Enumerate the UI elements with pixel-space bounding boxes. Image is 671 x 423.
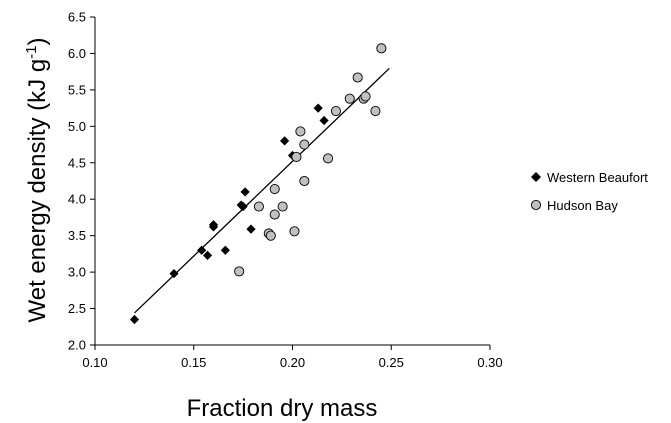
data-point-western-beaufort	[197, 245, 207, 255]
data-point-hudson-bay	[299, 175, 310, 187]
legend: Western Beaufort Hudson Bay	[530, 170, 648, 213]
y-tick-label: 6.5	[68, 10, 86, 25]
data-point-western-beaufort	[202, 250, 213, 260]
data-point-western-beaufort	[169, 268, 179, 279]
data-point-western-beaufort	[220, 245, 230, 255]
data-point-hudson-bay	[330, 105, 342, 117]
data-point-hudson-bay	[291, 151, 302, 162]
data-point-hudson-bay	[289, 226, 300, 237]
y-axis-title-exponent: -1	[23, 45, 40, 58]
x-tick-label: 0.15	[181, 355, 206, 370]
data-point-hudson-bay	[269, 183, 280, 195]
data-point-western-beaufort	[280, 136, 290, 146]
y-axis-ticks: 2.0 2.5 3.0 3.5 4.0 4.5 5.0 5.5 6.0 6.5	[68, 10, 95, 353]
legend-item-hudson-bay: Hudson Bay	[530, 198, 618, 213]
x-tick-label: 0.30	[477, 355, 502, 370]
data-point-hudson-bay	[376, 43, 387, 54]
data-point-hudson-bay	[370, 105, 381, 117]
y-axis-title-close: )	[24, 37, 51, 45]
axes	[94, 17, 490, 346]
x-tick-label: 0.25	[379, 355, 404, 370]
data-point-western-beaufort	[319, 115, 329, 126]
legend-circle-marker	[530, 199, 542, 211]
y-tick-label: 4.5	[68, 155, 86, 170]
data-point-hudson-bay	[344, 93, 355, 104]
y-tick-label: 6.0	[68, 46, 86, 61]
y-tick-label: 3.5	[68, 228, 86, 243]
y-tick-label: 2.0	[68, 338, 86, 353]
x-tick-label: 0.10	[82, 355, 107, 370]
y-tick-label: 5.5	[68, 82, 86, 97]
data-point-hudson-bay	[322, 153, 334, 164]
y-axis-title: Wet energy density (kJ g-1)	[23, 37, 51, 322]
legend-label: Western Beaufort	[547, 170, 648, 185]
y-tick-label: 2.5	[68, 301, 86, 316]
data-point-western-beaufort	[240, 187, 250, 197]
data-point-hudson-bay	[299, 139, 310, 150]
data-point-hudson-bay	[269, 209, 280, 220]
y-axis-title-main: Wet energy density (kJ g	[24, 59, 51, 323]
x-axis-title: Fraction dry mass	[187, 395, 378, 422]
data-point-western-beaufort	[246, 224, 256, 234]
y-tick-label: 3.0	[68, 265, 86, 280]
legend-item-western-beaufort: Western Beaufort	[531, 170, 648, 185]
x-axis-ticks: 0.10 0.15 0.20 0.25 0.30	[82, 345, 503, 370]
data-point-hudson-bay	[253, 201, 264, 212]
x-tick-label: 0.20	[280, 355, 305, 370]
data-point-hudson-bay	[265, 230, 276, 241]
data-point-western-beaufort	[313, 103, 323, 113]
data-point-hudson-bay	[277, 201, 288, 212]
data-point-western-beaufort	[208, 220, 219, 230]
data-point-hudson-bay	[234, 266, 245, 277]
data-points	[129, 43, 387, 325]
data-point-western-beaufort	[129, 314, 140, 325]
data-point-hudson-bay	[360, 91, 371, 102]
legend-diamond-marker	[531, 172, 541, 182]
legend-label: Hudson Bay	[547, 198, 618, 213]
data-point-hudson-bay	[295, 126, 306, 137]
data-point-western-beaufort	[238, 201, 248, 212]
data-point-hudson-bay	[352, 72, 363, 83]
y-tick-label: 4.0	[68, 192, 86, 207]
y-tick-label: 5.0	[68, 119, 86, 134]
